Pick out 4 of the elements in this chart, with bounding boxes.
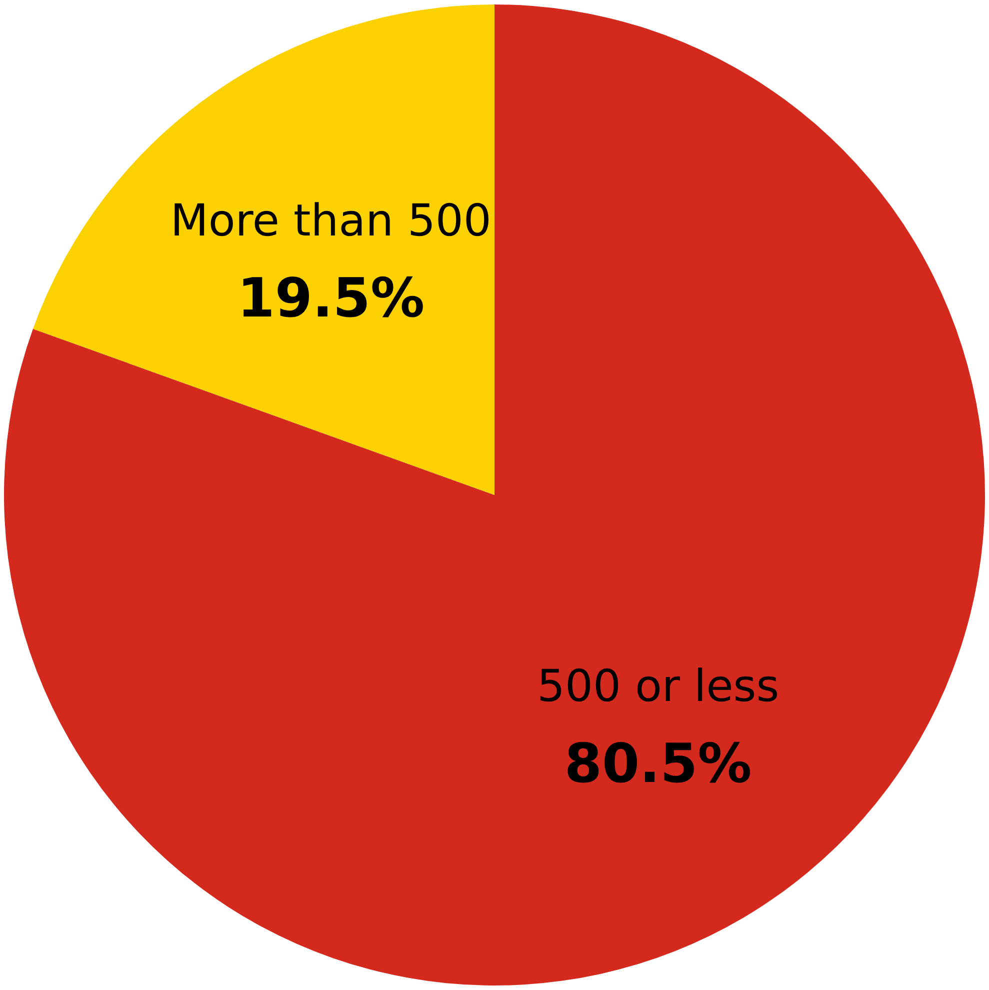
data-label: 80.5% (564, 732, 752, 795)
slice-label: More than 500 (170, 196, 492, 247)
slice-label: 500 or less (537, 661, 780, 712)
data-label: 19.5% (237, 266, 425, 330)
